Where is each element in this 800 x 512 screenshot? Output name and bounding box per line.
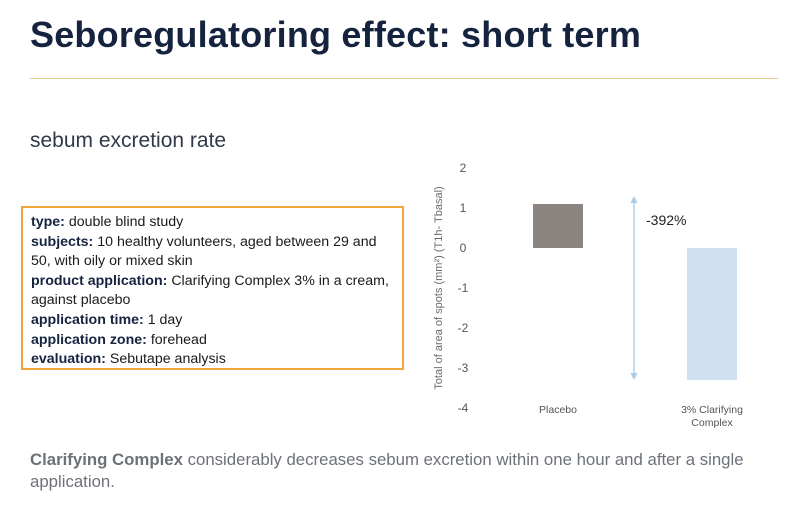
change-annotation: -392% <box>646 212 686 228</box>
info-row-evaluation: evaluation: Sebutape analysis <box>31 350 394 370</box>
info-value: double blind study <box>68 214 184 230</box>
x-tick-label: 3% Clarifying <box>681 404 743 416</box>
info-value: Sebutape analysis <box>109 351 226 368</box>
y-tick-label: -2 <box>458 321 469 335</box>
title-divider <box>30 78 778 79</box>
info-label: evaluation: <box>31 351 106 368</box>
y-axis-label: Total of area of spots (mm²) (T1h- Tbasa… <box>433 186 445 389</box>
info-row-type: type: double blind study <box>31 213 394 233</box>
y-tick-label: 0 <box>460 241 467 255</box>
page-title: Seboregulatoring effect: short term <box>30 14 642 55</box>
info-value: 10 healthy volunteers, aged between 29 a… <box>31 233 377 270</box>
info-label: subjects: <box>31 233 94 250</box>
info-row-application-zone: application zone: forehead <box>31 331 394 351</box>
info-row-product-application: product application: Clarifying Complex … <box>31 272 394 311</box>
info-row-application-time: application time: 1 day <box>31 311 394 331</box>
y-tick-label: 2 <box>460 161 467 175</box>
info-value: forehead <box>150 331 207 348</box>
y-tick-label: -3 <box>458 361 469 375</box>
info-label: type: <box>31 214 65 230</box>
y-tick-label: 1 <box>460 201 467 215</box>
arrow-head-down <box>630 373 638 380</box>
info-row-subjects: subjects: 10 healthy volunteers, aged be… <box>31 233 394 272</box>
y-tick-label: -4 <box>458 401 469 415</box>
sebum-bar-chart: Total of area of spots (mm²) (T1h- Tbasa… <box>433 161 743 429</box>
bar-2 <box>687 248 737 380</box>
x-tick-label: Complex <box>691 417 733 429</box>
info-label: application zone: <box>31 331 147 348</box>
x-tick-label: Placebo <box>539 404 577 416</box>
arrow-head-up <box>630 196 638 203</box>
y-tick-label: -1 <box>458 281 469 295</box>
info-value: 1 day <box>147 311 183 328</box>
bar-1 <box>533 204 583 248</box>
chart-subtitle: sebum excretion rate <box>30 129 227 152</box>
info-label: product application: <box>31 272 168 289</box>
study-info-box: type: double blind study subjects: 10 he… <box>21 206 404 370</box>
info-value: Clarifying Complex 3% in a cream, agains… <box>31 272 389 309</box>
info-label: application time: <box>31 311 144 328</box>
conclusion-text: Clarifying Complex considerably decrease… <box>30 449 780 493</box>
conclusion-highlight: Clarifying Complex <box>30 450 183 469</box>
conclusion-rest: considerably decreases sebum excretion w… <box>30 450 744 491</box>
